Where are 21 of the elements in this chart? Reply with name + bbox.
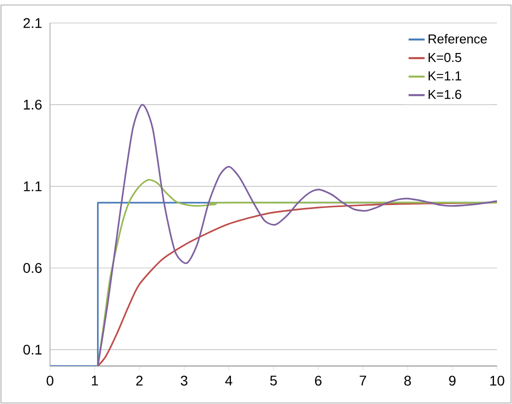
y-tick-label: 0.1 — [23, 344, 42, 355]
x-tick-label: 6 — [315, 376, 322, 386]
legend-label: Reference — [428, 34, 487, 44]
x-tick-label: 0 — [46, 376, 54, 386]
x-tick-label: 7 — [360, 376, 366, 386]
x-tick-label: 1 — [92, 376, 98, 386]
y-tick-label: 0.6 — [23, 263, 42, 273]
y-tick-label: 1.1 — [24, 182, 42, 192]
legend-label: K=1.6 — [428, 90, 462, 99]
x-tick-label: 3 — [180, 376, 188, 386]
line-series — [97, 104, 498, 366]
x-tick-label: 8 — [404, 376, 411, 386]
x-tick-label: 9 — [449, 376, 456, 386]
legend-label: K=1.1 — [428, 71, 462, 80]
x-tick-label: 10 — [490, 376, 504, 386]
y-tick-label: 1.6 — [24, 100, 42, 110]
legend-label: K=0.5 — [428, 52, 462, 62]
x-tick-label: 5 — [270, 376, 277, 386]
x-tick-label: 4 — [225, 376, 232, 386]
y-tick-label: 2.1 — [24, 18, 42, 28]
x-tick-label: 2 — [136, 376, 143, 386]
